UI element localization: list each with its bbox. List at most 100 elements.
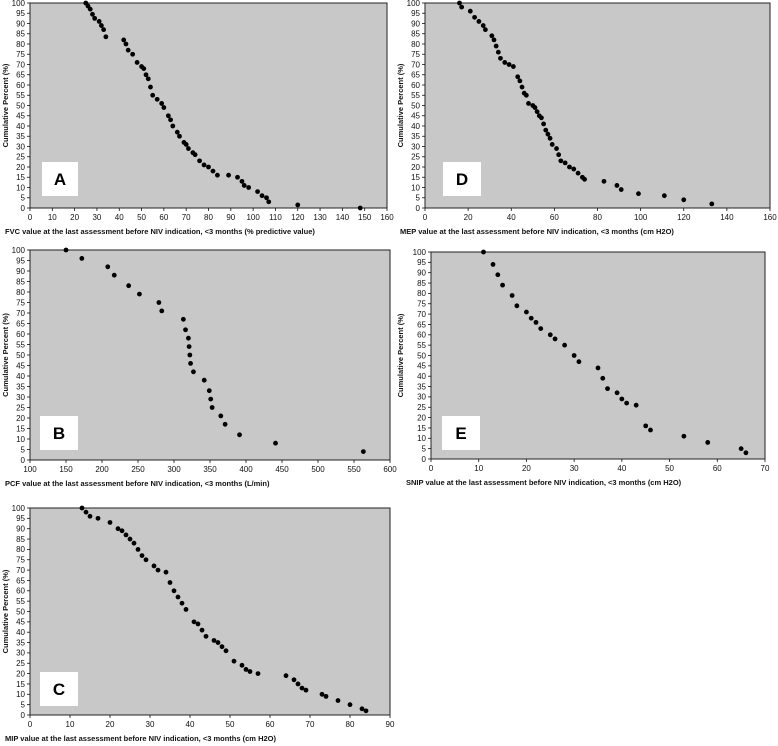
- data-point: [481, 249, 486, 255]
- y-tick-label: 30: [417, 393, 426, 402]
- x-tick-label: 400: [239, 465, 253, 474]
- x-tick-label: 20: [106, 720, 115, 729]
- x-tick-label: 50: [137, 213, 146, 222]
- y-tick-label: 20: [16, 669, 25, 678]
- data-point: [183, 327, 188, 333]
- y-tick-label: 40: [417, 372, 426, 381]
- data-point: [482, 27, 488, 33]
- y-tick-label: 5: [21, 700, 26, 709]
- y-tick-label: 0: [422, 455, 427, 464]
- data-point: [547, 135, 553, 141]
- data-point: [123, 41, 129, 47]
- x-tick-label: 0: [28, 720, 33, 729]
- x-tick-label: 70: [761, 464, 770, 473]
- data-point: [241, 183, 247, 188]
- data-point: [571, 166, 577, 172]
- x-tick-label: 100: [246, 213, 260, 222]
- x-tick-label: 40: [617, 464, 626, 473]
- y-tick-label: 85: [417, 279, 426, 288]
- data-point: [155, 567, 161, 573]
- data-point: [619, 396, 625, 402]
- data-point: [171, 588, 177, 594]
- y-tick-label: 30: [16, 142, 25, 151]
- x-tick-label: 250: [131, 465, 145, 474]
- y-tick-label: 60: [16, 81, 25, 90]
- x-tick-label: 110: [269, 213, 282, 222]
- data-point: [283, 673, 289, 679]
- y-tick-label: 20: [16, 414, 25, 423]
- data-point: [549, 142, 555, 147]
- data-point: [509, 293, 515, 298]
- data-point: [143, 557, 149, 563]
- data-point: [218, 413, 224, 419]
- data-point: [223, 648, 229, 654]
- data-point: [187, 352, 193, 358]
- x-axis-title-c: MIP value at the last assessment before …: [5, 734, 276, 743]
- x-tick-label: 70: [182, 213, 191, 222]
- data-point: [209, 405, 215, 410]
- y-tick-label: 100: [12, 504, 26, 513]
- y-tick-label: 25: [16, 153, 25, 162]
- y-tick-label: 75: [417, 300, 426, 309]
- y-tick-label: 90: [16, 19, 25, 28]
- x-tick-label: 60: [713, 464, 722, 473]
- data-point: [502, 60, 508, 65]
- x-tick-label: 10: [66, 720, 75, 729]
- data-point: [247, 669, 253, 674]
- data-point: [96, 19, 102, 24]
- data-point: [191, 369, 196, 375]
- data-point: [243, 667, 249, 672]
- data-point: [299, 685, 305, 691]
- x-axis-title-e: SNIP value at the last assessment before…: [406, 478, 682, 487]
- data-point: [95, 515, 101, 521]
- data-point: [226, 172, 231, 178]
- data-point: [167, 580, 173, 585]
- data-point: [201, 377, 207, 383]
- data-point: [148, 84, 153, 90]
- x-axis-title-b: PCF value at the last assessment before …: [5, 479, 270, 488]
- y-tick-label: 55: [16, 597, 25, 606]
- data-point: [605, 386, 610, 392]
- data-point: [264, 195, 269, 201]
- y-tick-label: 50: [16, 351, 25, 360]
- y-tick-label: 5: [416, 194, 421, 203]
- data-point: [183, 142, 189, 147]
- data-point: [511, 64, 516, 69]
- data-point: [648, 427, 653, 433]
- data-point: [168, 117, 173, 123]
- y-tick-label: 70: [16, 60, 25, 69]
- y-tick-label: 75: [16, 298, 25, 307]
- chart-panel-a: 0 5 10 15 20 25 30 35 40 45 50 55 60 65 70 75 80 85 90 95 10…: [0, 0, 395, 240]
- y-tick-label: 95: [411, 9, 420, 18]
- x-tick-label: 40: [186, 720, 195, 729]
- data-point: [643, 423, 649, 429]
- y-tick-label: 0: [21, 456, 26, 465]
- y-tick-label: 35: [16, 132, 25, 141]
- data-point: [199, 627, 205, 633]
- data-point: [123, 532, 129, 538]
- data-point: [303, 687, 309, 693]
- data-point: [319, 691, 325, 697]
- data-point: [255, 671, 261, 676]
- data-point: [633, 402, 639, 408]
- plot-area-a: [29, 2, 388, 209]
- plot-area-b: [29, 249, 391, 461]
- data-point: [558, 158, 564, 164]
- y-tick-label: 25: [16, 403, 25, 412]
- data-point: [575, 170, 581, 176]
- y-tick-label: 10: [16, 435, 25, 444]
- y-tick-label: 45: [16, 112, 25, 121]
- y-tick-label: 45: [417, 362, 426, 371]
- y-tick-label: 10: [16, 183, 25, 192]
- y-axis-title-e: Cumulative Percent (%): [396, 313, 405, 397]
- x-tick-label: 20: [70, 213, 79, 222]
- data-point: [183, 607, 189, 612]
- data-point: [121, 37, 127, 43]
- y-tick-label: 65: [417, 320, 426, 329]
- data-point: [636, 191, 641, 197]
- data-point: [119, 528, 125, 534]
- data-point: [624, 400, 630, 406]
- data-point: [347, 702, 353, 708]
- y-tick-label: 65: [16, 319, 25, 328]
- data-point: [582, 176, 587, 182]
